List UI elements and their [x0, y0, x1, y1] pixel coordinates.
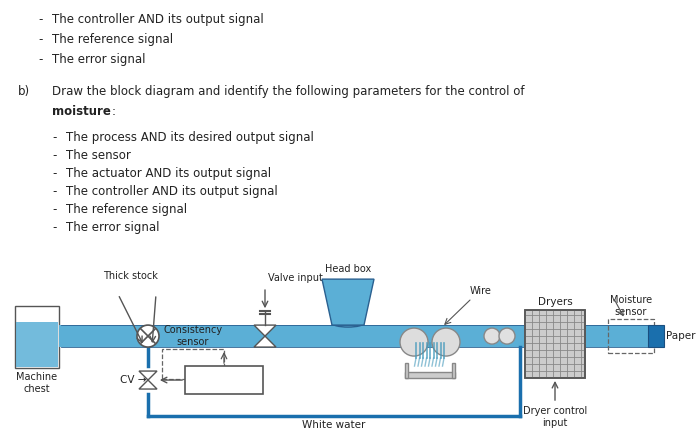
Text: The sensor: The sensor [66, 149, 131, 162]
Text: Controller: Controller [198, 375, 250, 385]
Text: Consistency
sensor: Consistency sensor [163, 326, 223, 347]
Text: Paper: Paper [666, 331, 696, 341]
Text: -: - [52, 167, 57, 180]
Text: -: - [52, 185, 57, 198]
Text: The reference signal: The reference signal [66, 203, 187, 216]
Bar [185, 366, 263, 394]
Text: Draw the block diagram and identify the following parameters for the control of: Draw the block diagram and identify the … [52, 85, 524, 98]
Text: Dryer control
input: Dryer control input [523, 406, 587, 428]
Text: Wire: Wire [470, 286, 492, 296]
Bar [405, 363, 408, 378]
Text: Head box: Head box [325, 264, 371, 274]
Text: :: : [112, 105, 116, 118]
Bar [15, 306, 59, 368]
Text: -: - [38, 33, 43, 46]
Text: -: - [52, 149, 57, 162]
Text: Dryers: Dryers [538, 297, 573, 307]
Text: The reference signal: The reference signal [52, 33, 173, 46]
Bar [59, 325, 62, 347]
Polygon shape [322, 279, 374, 325]
Text: The process AND its desired output signal: The process AND its desired output signa… [66, 131, 314, 144]
Polygon shape [139, 371, 157, 380]
Circle shape [432, 328, 460, 356]
Text: The error signal: The error signal [52, 53, 146, 66]
Polygon shape [254, 325, 276, 336]
Text: Machine
chest: Machine chest [16, 372, 57, 395]
Text: White water: White water [302, 420, 365, 430]
Text: -: - [52, 203, 57, 216]
Text: The error signal: The error signal [66, 221, 160, 234]
Text: CV →: CV → [120, 375, 146, 385]
Circle shape [499, 328, 515, 344]
Polygon shape [139, 380, 157, 389]
Text: Moisture
sensor: Moisture sensor [610, 296, 652, 317]
Text: The controller AND its output signal: The controller AND its output signal [66, 185, 278, 198]
Text: -: - [52, 131, 57, 144]
Circle shape [400, 328, 428, 356]
Text: -: - [38, 13, 43, 26]
Bar [61, 325, 648, 347]
Text: The actuator AND its output signal: The actuator AND its output signal [66, 167, 271, 180]
Text: Valve input: Valve input [268, 273, 323, 283]
Text: moisture: moisture [52, 105, 111, 118]
Bar [525, 310, 585, 378]
Bar [162, 349, 224, 379]
Bar [452, 363, 455, 378]
Bar [608, 319, 654, 353]
Text: b): b) [18, 85, 30, 98]
Bar [648, 325, 664, 347]
Bar [405, 372, 455, 378]
Circle shape [137, 325, 159, 347]
Text: The controller AND its output signal: The controller AND its output signal [52, 13, 264, 26]
Text: -: - [52, 221, 57, 234]
Bar [525, 310, 585, 378]
Text: Thick stock: Thick stock [103, 271, 158, 281]
Polygon shape [254, 336, 276, 347]
Circle shape [484, 328, 500, 344]
Text: -: - [38, 53, 43, 66]
Bar [16, 323, 58, 367]
